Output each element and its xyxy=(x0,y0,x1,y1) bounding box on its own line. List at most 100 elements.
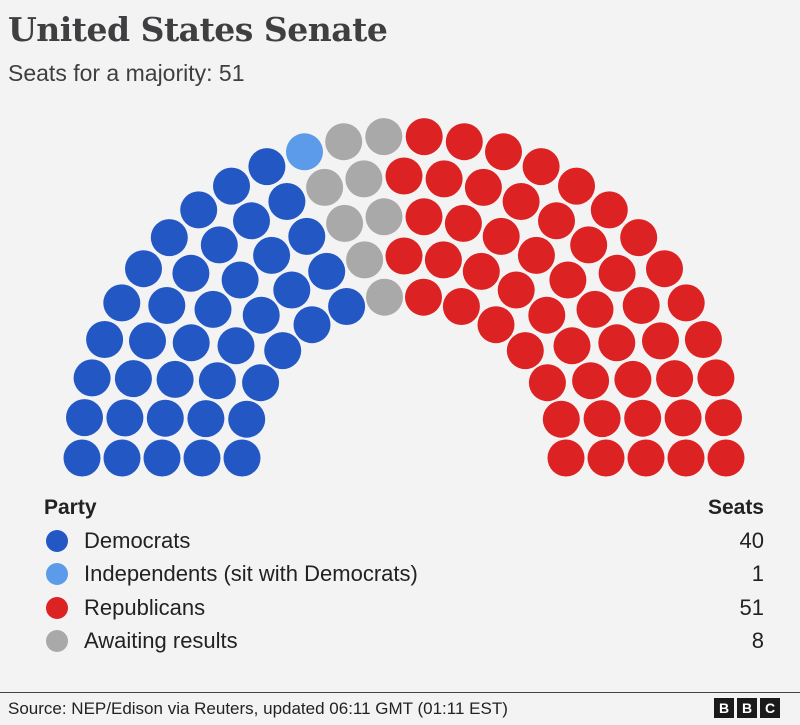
legend-seats-independents: 1 xyxy=(751,561,764,587)
footer-divider xyxy=(0,692,800,693)
seat-republicans xyxy=(528,296,566,334)
seat-democrats xyxy=(198,362,236,400)
seat-democrats xyxy=(172,324,210,362)
seat-republicans xyxy=(598,254,636,292)
seat-awaiting xyxy=(326,204,364,242)
seat-republicans xyxy=(620,219,658,257)
seat-republicans xyxy=(445,123,483,161)
seat-democrats xyxy=(264,332,302,370)
legend-header: Party Seats xyxy=(44,492,764,524)
seat-republicans xyxy=(385,157,423,195)
seat-awaiting xyxy=(345,160,383,198)
seat-republicans xyxy=(482,217,520,255)
source-note: Source: NEP/Edison via Reuters, updated … xyxy=(8,699,508,718)
legend-seats-republicans: 51 xyxy=(739,594,764,620)
seat-republicans xyxy=(576,290,614,328)
seat-republicans xyxy=(705,399,742,437)
seat-republicans xyxy=(627,439,665,477)
legend-row-awaiting: Awaiting results 8 xyxy=(44,625,764,659)
seat-republicans xyxy=(522,148,560,186)
seat-democrats xyxy=(233,202,270,240)
seat-democrats xyxy=(129,322,166,360)
legend-row-democrats: Democrats 40 xyxy=(44,524,764,558)
seat-republicans xyxy=(405,118,443,156)
seat-republicans xyxy=(667,284,705,322)
seat-democrats xyxy=(253,236,291,274)
seat-democrats xyxy=(293,306,331,344)
legend: Party Seats Democrats 40 Independents (s… xyxy=(44,492,764,658)
legend-swatch-republicans xyxy=(46,596,68,619)
seat-republicans xyxy=(485,133,522,171)
legend-party-header: Party xyxy=(44,496,97,519)
seat-democrats xyxy=(180,191,218,229)
seat-democrats xyxy=(221,261,259,299)
seat-democrats xyxy=(103,284,141,322)
seat-awaiting xyxy=(346,241,384,279)
legend-row-independents: Independents (sit with Democrats) 1 xyxy=(44,558,764,592)
bbc-logo: B B C xyxy=(714,698,780,718)
seat-republicans xyxy=(664,399,702,437)
seat-democrats xyxy=(146,399,184,437)
seat-republicans xyxy=(462,252,500,290)
seat-democrats xyxy=(125,250,162,288)
seat-republicans xyxy=(590,191,628,229)
seat-democrats xyxy=(213,167,250,205)
seat-awaiting xyxy=(365,118,403,156)
seat-republicans xyxy=(502,183,540,220)
seat-democrats xyxy=(103,439,141,477)
legend-seats-democrats: 40 xyxy=(739,527,764,553)
legend-label-awaiting: Awaiting results xyxy=(84,628,238,654)
seat-democrats xyxy=(63,439,101,477)
seat-democrats xyxy=(66,399,103,437)
seat-republicans xyxy=(542,400,580,438)
bbc-logo-letter: C xyxy=(760,698,780,718)
seat-republicans xyxy=(442,288,480,325)
seat-republicans xyxy=(570,226,608,264)
seat-republicans xyxy=(614,360,652,398)
seat-democrats xyxy=(143,439,181,477)
legend-label-democrats: Democrats xyxy=(84,527,191,553)
seat-democrats xyxy=(172,254,210,292)
seat-republicans xyxy=(517,236,555,274)
legend-swatch-awaiting xyxy=(46,630,68,653)
seat-democrats xyxy=(106,399,144,437)
seat-democrats xyxy=(194,290,232,328)
seat-republicans xyxy=(697,359,735,397)
seat-democrats xyxy=(328,288,366,325)
seat-republicans xyxy=(405,278,442,316)
seat-democrats xyxy=(73,359,111,397)
seat-democrats xyxy=(242,364,280,402)
seat-republicans xyxy=(477,306,515,344)
seat-republicans xyxy=(642,322,679,360)
seat-republicans xyxy=(684,321,722,358)
seat-democrats xyxy=(148,287,186,324)
seat-republicans xyxy=(547,439,585,477)
seat-democrats xyxy=(248,148,286,186)
seat-republicans xyxy=(558,167,595,205)
seat-republicans xyxy=(549,261,587,299)
seat-republicans xyxy=(553,327,591,365)
seat-republicans xyxy=(444,204,482,242)
seat-republicans xyxy=(506,332,544,370)
seat-democrats xyxy=(288,217,326,255)
seat-republicans xyxy=(646,250,683,288)
seat-republicans xyxy=(622,287,660,324)
seat-democrats xyxy=(308,252,346,290)
seat-democrats xyxy=(242,296,280,334)
seat-democrats xyxy=(228,400,266,438)
seat-republicans xyxy=(385,237,423,275)
seat-republicans xyxy=(528,364,566,402)
seat-republicans xyxy=(598,324,636,362)
seat-republicans xyxy=(656,360,694,398)
seat-democrats xyxy=(223,439,261,477)
legend-seats-awaiting: 8 xyxy=(751,628,764,654)
bbc-logo-letter: B xyxy=(714,698,734,718)
seat-republicans xyxy=(464,168,502,206)
seat-democrats xyxy=(183,439,221,477)
seat-democrats xyxy=(273,271,311,309)
seat-democrats xyxy=(114,360,152,398)
seat-republicans xyxy=(624,399,662,437)
seat-republicans xyxy=(583,400,621,438)
seat-democrats xyxy=(156,360,194,398)
seat-republicans xyxy=(587,439,625,477)
